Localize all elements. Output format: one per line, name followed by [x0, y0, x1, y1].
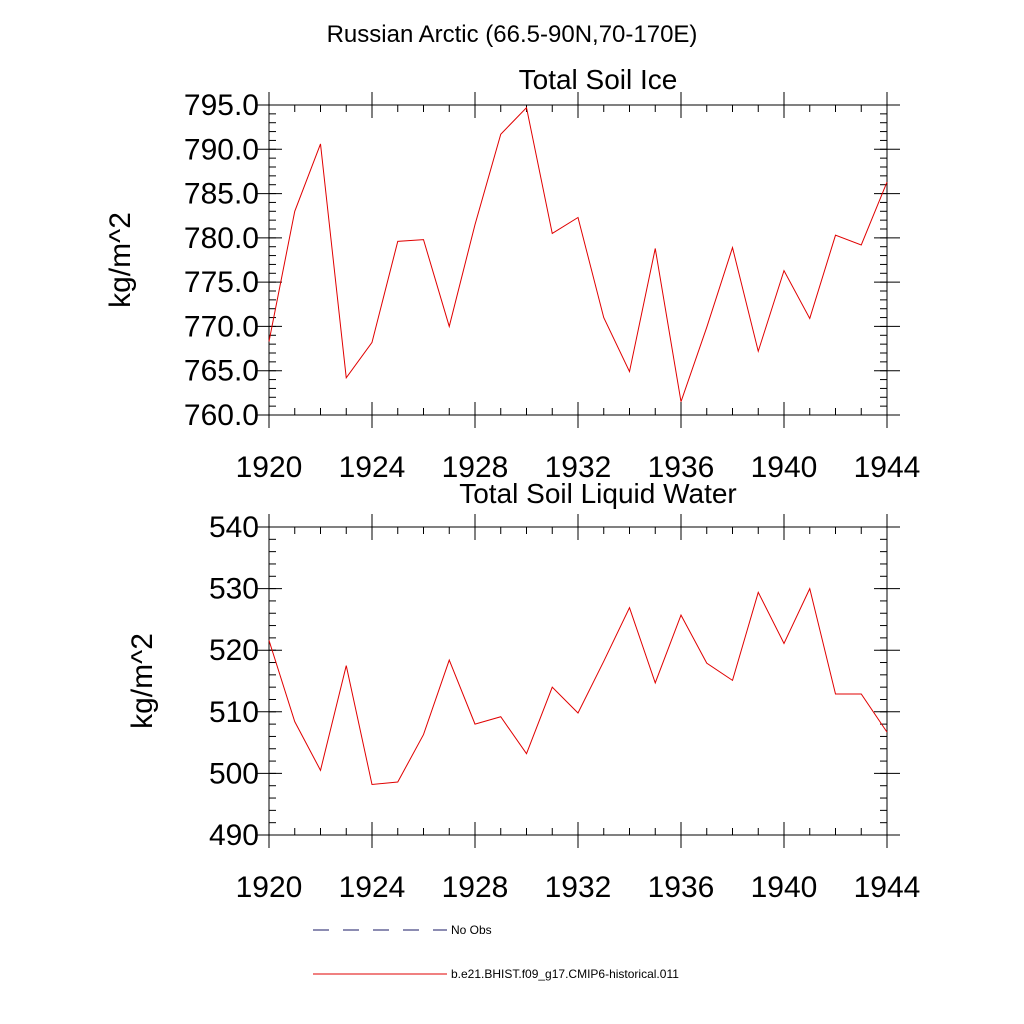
- y-tick-label: 490: [209, 819, 259, 852]
- panel-title: Total Soil Liquid Water: [459, 478, 737, 509]
- x-tick-label: 1932: [545, 871, 612, 904]
- legend-label-no-obs: No Obs: [451, 923, 492, 937]
- x-tick-label: 1920: [236, 451, 303, 484]
- plot-frame: [268, 526, 888, 836]
- y-tick-label: 530: [209, 573, 259, 606]
- x-tick-label: 1932: [545, 451, 612, 484]
- plot-frame: [268, 104, 888, 416]
- y-tick-label: 775.0: [184, 266, 259, 299]
- panel-total-soil-liquid-water: Total Soil Liquid Water kg/m^2 490 500 510 52…: [126, 478, 920, 904]
- x-tick-label: 1936: [648, 451, 715, 484]
- legend: No Obs b.e21.BHIST.f09_g17.CMIP6-histori…: [313, 923, 679, 981]
- y-tick-label: 790.0: [184, 133, 259, 166]
- x-tick-label: 1944: [854, 451, 921, 484]
- y-tick-label: 785.0: [184, 178, 259, 211]
- y-tick-label: 795.0: [184, 89, 259, 122]
- y-axis-label: kg/m^2: [104, 212, 137, 308]
- y-tick-label: 520: [209, 634, 259, 667]
- y-tick-label: 540: [209, 511, 259, 544]
- x-tick-label: 1944: [854, 871, 921, 904]
- figure-title: Russian Arctic (66.5-90N,70-170E): [327, 21, 698, 48]
- y-tick-label: 500: [209, 757, 259, 790]
- series-line: [268, 106, 888, 402]
- x-tick-label: 1928: [442, 451, 509, 484]
- x-tick-label: 1928: [442, 871, 509, 904]
- y-axis-label: kg/m^2: [126, 633, 159, 729]
- y-tick-label: 770.0: [184, 310, 259, 343]
- panel-title: Total Soil Ice: [519, 64, 678, 95]
- y-tick-label: 765.0: [184, 355, 259, 388]
- x-tick-label: 1936: [648, 871, 715, 904]
- x-tick-label: 1940: [751, 451, 818, 484]
- y-tick-label: 510: [209, 696, 259, 729]
- x-tick-label: 1940: [751, 871, 818, 904]
- legend-label-model-run: b.e21.BHIST.f09_g17.CMIP6-historical.011: [451, 967, 679, 981]
- x-tick-label: 1924: [339, 451, 406, 484]
- x-tick-label: 1920: [236, 871, 303, 904]
- series-line: [268, 587, 888, 786]
- x-tick-label: 1924: [339, 871, 406, 904]
- y-tick-label: 780.0: [184, 222, 259, 255]
- panel-total-soil-ice: Total Soil Ice kg/m^2 760.0 765.0 770.0 775.0…: [104, 64, 920, 484]
- y-tick-label: 760.0: [184, 399, 259, 432]
